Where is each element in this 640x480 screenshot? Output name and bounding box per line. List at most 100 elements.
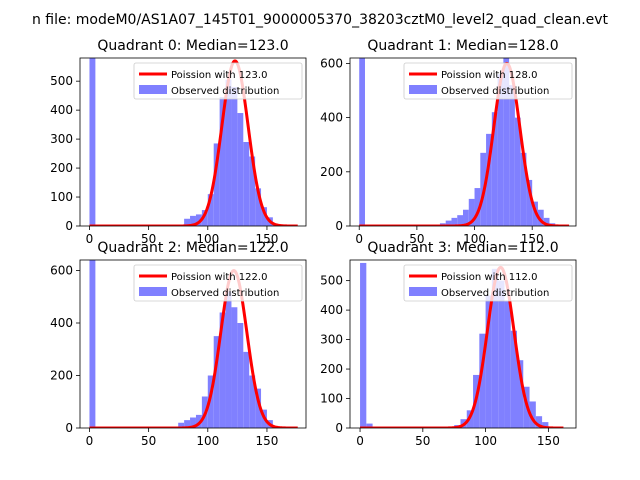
histogram-bar (535, 416, 543, 428)
y-tick-label: 0 (335, 219, 343, 233)
histogram-bar (503, 58, 510, 226)
histogram-bar (520, 152, 527, 226)
legend-label-observed: Observed distribution (171, 288, 279, 299)
histogram-bar (359, 58, 365, 226)
chart-3: 0 50 100 150 0 100 200 300 400 500 Quadrant 3: Med… (320, 240, 577, 448)
y-tick-label: 200 (320, 362, 343, 376)
y-tick-label: 500 (50, 74, 73, 88)
legend-label-observed: Observed distribution (441, 86, 549, 97)
histogram-bar (231, 86, 238, 226)
legend-box (403, 62, 573, 100)
histogram-bar (89, 260, 96, 428)
y-tick-label: 400 (50, 103, 73, 117)
chart-title: Quadrant 1: Median=128.0 (367, 38, 558, 54)
legend-box (133, 264, 303, 302)
figure-suptitle: n file: modeM0/AS1A07_145T01_9000005370_… (32, 12, 609, 28)
histogram-bar (184, 420, 191, 428)
histogram-bar (261, 207, 267, 226)
legend-label-poisson: Poission with 112.0 (441, 272, 537, 283)
histogram-bar (249, 156, 256, 226)
histogram-bar (219, 312, 226, 428)
x-tick-label: 150 (521, 232, 544, 246)
legend-bar-swatch (139, 287, 167, 296)
histogram-bar (243, 142, 250, 226)
poisson-curve (88, 269, 299, 428)
y-tick-label: 200 (50, 369, 73, 383)
x-tick-label: 0 (86, 434, 94, 448)
histogram-bar (255, 388, 262, 428)
histogram-bar (491, 268, 499, 428)
x-tick-label: 100 (196, 434, 219, 448)
histogram-bar (498, 280, 505, 428)
chart-title: Quadrant 2: Median=122.0 (97, 240, 288, 256)
x-tick-label: 150 (255, 434, 278, 448)
y-tick-label: 100 (50, 190, 73, 204)
histogram-bar (529, 401, 536, 428)
chart-3-plot-area (359, 262, 565, 428)
x-tick-label: 0 (356, 434, 364, 448)
histogram-bar (526, 179, 533, 226)
histogram-bar (237, 113, 244, 226)
axes-frame (79, 57, 307, 227)
x-tick-label: 50 (409, 232, 424, 246)
histogram-bar (184, 218, 191, 226)
histogram-bar (510, 330, 517, 428)
histogram-bar (542, 422, 549, 428)
poisson-curve (358, 61, 571, 226)
chart-title: Quadrant 0: Median=123.0 (97, 38, 288, 54)
histogram-bar (237, 323, 244, 428)
chart-0-plot-area (88, 58, 299, 226)
histogram-bar (249, 375, 256, 428)
histogram-bar (243, 351, 250, 428)
y-tick-label: 400 (50, 316, 73, 330)
histogram-bar (360, 262, 367, 428)
histogram-bar (231, 307, 238, 428)
legend-label-poisson: Poission with 122.0 (171, 272, 267, 283)
poisson-curve (359, 265, 565, 428)
histogram-bar (543, 217, 550, 226)
x-tick-label: 50 (415, 434, 430, 448)
y-tick-label: 200 (320, 165, 343, 179)
y-tick-label: 400 (320, 111, 343, 125)
legend-label-poisson: Poission with 128.0 (441, 70, 537, 81)
histogram-bar (190, 215, 196, 226)
histogram-bar (485, 295, 492, 428)
y-tick-label: 300 (320, 333, 343, 347)
chart-1-plot-area (358, 58, 571, 226)
histogram-bar (504, 301, 511, 428)
histogram-bar (497, 74, 504, 226)
x-tick-label: 150 (537, 434, 560, 448)
legend-label-observed: Observed distribution (441, 288, 549, 299)
y-tick-label: 600 (50, 264, 73, 278)
histogram-bar (89, 58, 96, 226)
legend-bar-swatch (409, 287, 437, 296)
histogram-bar (451, 217, 458, 226)
x-tick-label: 100 (463, 232, 486, 246)
y-tick-label: 400 (320, 303, 343, 317)
histogram-bar (445, 220, 452, 226)
chart-1: 0 50 100 150 0 200 400 600 Quadrant 1: Median=12… (320, 38, 577, 246)
histogram-bar (207, 375, 214, 428)
histogram-bar (201, 210, 208, 226)
legend-bar-swatch (409, 85, 437, 94)
chart-title: Quadrant 3: Median=112.0 (367, 240, 558, 256)
axes-frame (349, 57, 577, 227)
chart-0: 0 50 100 150 0 100 200 300 400 500 Quadrant 0: Med… (50, 38, 307, 246)
x-tick-label: 0 (86, 232, 94, 246)
histogram-bar (213, 143, 220, 226)
histogram-bar (178, 422, 185, 428)
legend-box (403, 264, 573, 302)
y-tick-label: 600 (320, 56, 343, 70)
histogram-bar (207, 194, 214, 226)
x-tick-label: 50 (141, 232, 156, 246)
y-tick-label: 500 (320, 274, 343, 288)
legend-bar-swatch (139, 85, 167, 94)
poisson-curve (88, 59, 299, 226)
y-tick-label: 200 (50, 161, 73, 175)
x-tick-label: 0 (355, 232, 363, 246)
axes-frame (79, 259, 307, 429)
histogram-bar (486, 133, 492, 226)
y-tick-label: 300 (50, 132, 73, 146)
x-tick-label: 50 (141, 434, 156, 448)
